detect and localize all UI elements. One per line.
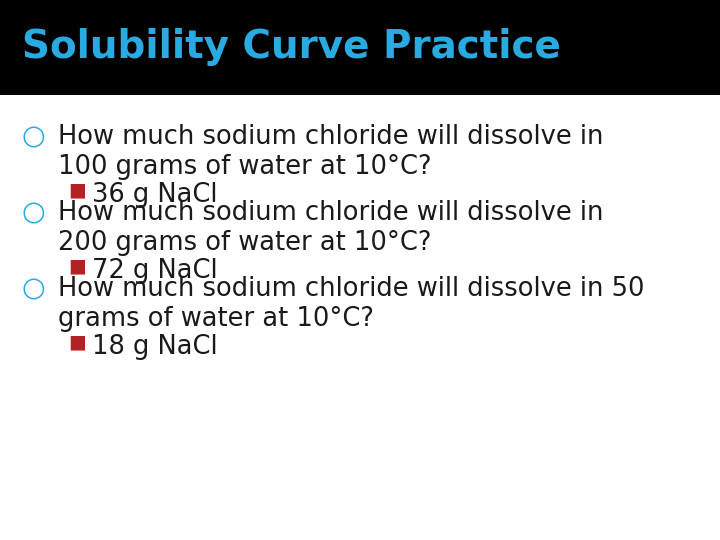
Text: 72 g NaCl: 72 g NaCl (92, 259, 217, 285)
Text: ■: ■ (68, 333, 86, 352)
Text: ○: ○ (22, 200, 45, 226)
Text: grams of water at 10°C?: grams of water at 10°C? (58, 307, 374, 333)
Text: How much sodium chloride will dissolve in 50: How much sodium chloride will dissolve i… (58, 276, 644, 302)
Text: Solubility Curve Practice: Solubility Curve Practice (22, 28, 561, 66)
Text: ○: ○ (22, 276, 45, 302)
Text: ○: ○ (22, 125, 45, 151)
Text: 18 g NaCl: 18 g NaCl (92, 334, 217, 361)
Text: 200 grams of water at 10°C?: 200 grams of water at 10°C? (58, 231, 431, 256)
Text: ■: ■ (68, 180, 86, 199)
Text: How much sodium chloride will dissolve in: How much sodium chloride will dissolve i… (58, 125, 603, 151)
Text: 36 g NaCl: 36 g NaCl (92, 183, 217, 208)
Text: ■: ■ (68, 256, 86, 275)
Text: How much sodium chloride will dissolve in: How much sodium chloride will dissolve i… (58, 200, 603, 226)
Text: 100 grams of water at 10°C?: 100 grams of water at 10°C? (58, 154, 431, 180)
Bar (0, 0, 720, 94)
